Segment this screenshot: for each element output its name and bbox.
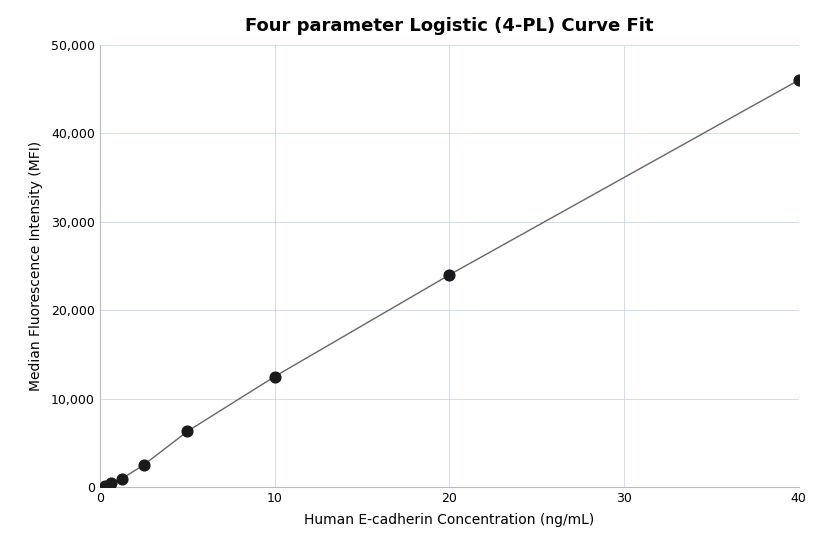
X-axis label: Human E-cadherin Concentration (ng/mL): Human E-cadherin Concentration (ng/mL) bbox=[305, 514, 594, 528]
Point bbox=[443, 270, 456, 279]
Point bbox=[115, 474, 128, 483]
Title: Four parameter Logistic (4-PL) Curve Fit: Four parameter Logistic (4-PL) Curve Fit bbox=[245, 17, 653, 35]
Text: R^2=0.9999: R^2=0.9999 bbox=[0, 559, 1, 560]
Point bbox=[99, 482, 112, 491]
Point bbox=[792, 76, 805, 85]
Y-axis label: Median Fluorescence Intensity (MFI): Median Fluorescence Intensity (MFI) bbox=[28, 141, 42, 391]
Point bbox=[104, 478, 117, 487]
Point bbox=[136, 460, 151, 469]
Point bbox=[181, 427, 194, 436]
Point bbox=[268, 372, 281, 381]
